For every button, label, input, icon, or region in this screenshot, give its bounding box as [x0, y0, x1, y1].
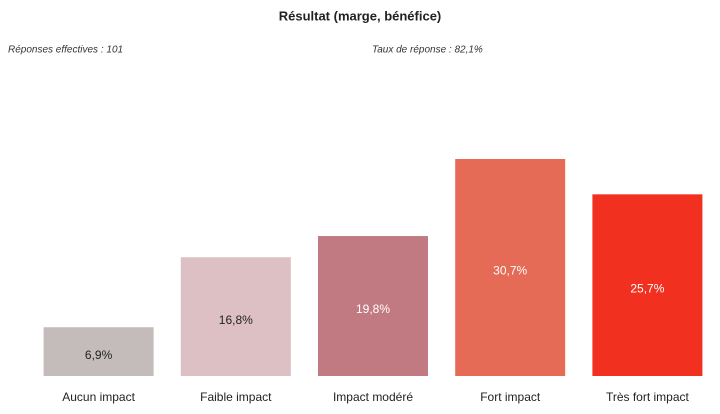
bar: [43, 327, 154, 376]
value-label: 6,9%: [85, 348, 113, 362]
bar: [180, 257, 291, 376]
value-label: 25,7%: [630, 281, 664, 295]
value-label: 30,7%: [493, 264, 527, 278]
annotation: Réponses effectives : 101: [8, 45, 123, 56]
x-tick-label: Impact modéré: [333, 390, 413, 404]
bar: [318, 236, 428, 376]
value-label: 16,8%: [219, 313, 253, 327]
chart-title: Résultat (marge, bénéfice): [279, 8, 442, 23]
annotation: Taux de réponse : 82,1%: [372, 45, 483, 56]
x-tick-label: Aucun impact: [62, 390, 135, 404]
x-tick-label: Fort impact: [480, 390, 541, 404]
bar: [592, 194, 703, 376]
x-tick-label: Faible impact: [200, 390, 272, 404]
x-tick-label: Très fort impact: [606, 390, 690, 404]
bar: [455, 159, 566, 376]
value-label: 19,8%: [356, 302, 390, 316]
